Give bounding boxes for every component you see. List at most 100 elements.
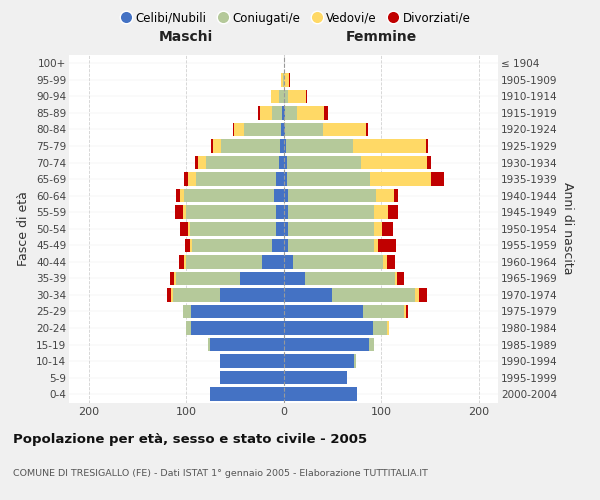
Bar — [272, 106, 281, 120]
Bar — [276, 172, 284, 186]
Bar — [406, 304, 409, 318]
Bar — [220, 288, 284, 302]
Bar — [276, 206, 284, 219]
Bar — [284, 172, 287, 186]
Bar — [281, 73, 283, 86]
Bar — [361, 156, 427, 170]
Bar — [286, 106, 297, 120]
Bar — [186, 322, 191, 335]
Bar — [198, 156, 205, 170]
Bar — [289, 206, 374, 219]
Bar — [404, 304, 406, 318]
Bar — [284, 156, 287, 170]
Bar — [186, 255, 262, 268]
Bar — [387, 255, 395, 268]
Bar — [284, 338, 370, 351]
Bar — [220, 354, 284, 368]
Bar — [262, 255, 284, 268]
Bar — [190, 238, 192, 252]
Bar — [284, 206, 289, 219]
Bar — [289, 238, 374, 252]
Bar — [283, 73, 284, 86]
Bar — [221, 139, 280, 153]
Bar — [394, 189, 398, 202]
Y-axis label: Fasce di età: Fasce di età — [17, 192, 31, 266]
Bar — [305, 272, 395, 285]
Bar — [188, 172, 196, 186]
Bar — [289, 90, 306, 103]
Bar — [284, 304, 364, 318]
Bar — [284, 189, 289, 202]
Bar — [192, 238, 272, 252]
Bar — [378, 238, 395, 252]
Bar — [284, 73, 289, 86]
Bar — [284, 288, 332, 302]
Bar — [190, 222, 276, 235]
Bar — [211, 139, 214, 153]
Bar — [274, 189, 284, 202]
Bar — [284, 106, 286, 120]
Bar — [284, 90, 289, 103]
Bar — [173, 288, 220, 302]
Bar — [183, 206, 186, 219]
Legend: Celibi/Nubili, Coniugati/e, Vedovi/e, Divorziati/e: Celibi/Nubili, Coniugati/e, Vedovi/e, Di… — [116, 7, 475, 30]
Bar — [397, 272, 404, 285]
Bar — [184, 189, 274, 202]
Bar — [293, 255, 383, 268]
Bar — [284, 255, 293, 268]
Bar — [426, 139, 428, 153]
Bar — [211, 388, 284, 401]
Bar — [184, 172, 188, 186]
Bar — [220, 371, 284, 384]
Bar — [284, 238, 289, 252]
Bar — [286, 139, 353, 153]
Bar — [234, 122, 244, 136]
Text: Femmine: Femmine — [346, 30, 416, 44]
Bar — [260, 106, 272, 120]
Bar — [208, 338, 211, 351]
Bar — [353, 139, 426, 153]
Bar — [276, 222, 284, 235]
Bar — [167, 288, 172, 302]
Bar — [289, 222, 374, 235]
Bar — [287, 156, 361, 170]
Y-axis label: Anni di nascita: Anni di nascita — [561, 182, 574, 275]
Bar — [427, 156, 431, 170]
Bar — [287, 172, 370, 186]
Bar — [180, 222, 188, 235]
Bar — [323, 122, 367, 136]
Bar — [367, 122, 368, 136]
Bar — [374, 206, 388, 219]
Bar — [284, 272, 305, 285]
Bar — [179, 255, 184, 268]
Bar — [374, 222, 382, 235]
Bar — [184, 255, 186, 268]
Bar — [278, 156, 284, 170]
Bar — [289, 73, 290, 86]
Bar — [284, 322, 373, 335]
Bar — [185, 238, 190, 252]
Bar — [211, 338, 284, 351]
Bar — [214, 139, 221, 153]
Bar — [364, 304, 404, 318]
Bar — [196, 172, 276, 186]
Bar — [387, 322, 389, 335]
Bar — [281, 122, 284, 136]
Bar — [284, 354, 354, 368]
Bar — [239, 272, 284, 285]
Text: Popolazione per età, sesso e stato civile - 2005: Popolazione per età, sesso e stato civil… — [13, 432, 367, 446]
Bar — [286, 122, 323, 136]
Bar — [278, 90, 284, 103]
Bar — [370, 338, 374, 351]
Bar — [195, 156, 198, 170]
Bar — [175, 206, 183, 219]
Bar — [284, 388, 356, 401]
Bar — [370, 172, 431, 186]
Bar — [431, 172, 445, 186]
Bar — [388, 206, 398, 219]
Bar — [280, 139, 284, 153]
Bar — [306, 90, 307, 103]
Bar — [297, 106, 325, 120]
Bar — [233, 122, 234, 136]
Bar — [374, 238, 378, 252]
